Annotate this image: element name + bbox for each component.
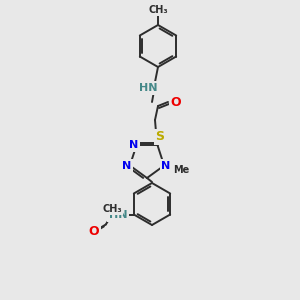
Text: CH₃: CH₃ (102, 203, 122, 214)
Text: CH₃: CH₃ (148, 5, 168, 15)
Text: S: S (155, 130, 164, 143)
Text: N: N (161, 160, 171, 171)
Text: N: N (129, 140, 138, 150)
Text: Me: Me (173, 165, 189, 175)
Text: O: O (171, 97, 181, 110)
Text: O: O (88, 225, 99, 238)
Text: HN: HN (139, 83, 157, 93)
Text: N: N (122, 160, 131, 171)
Text: HN: HN (109, 211, 127, 220)
